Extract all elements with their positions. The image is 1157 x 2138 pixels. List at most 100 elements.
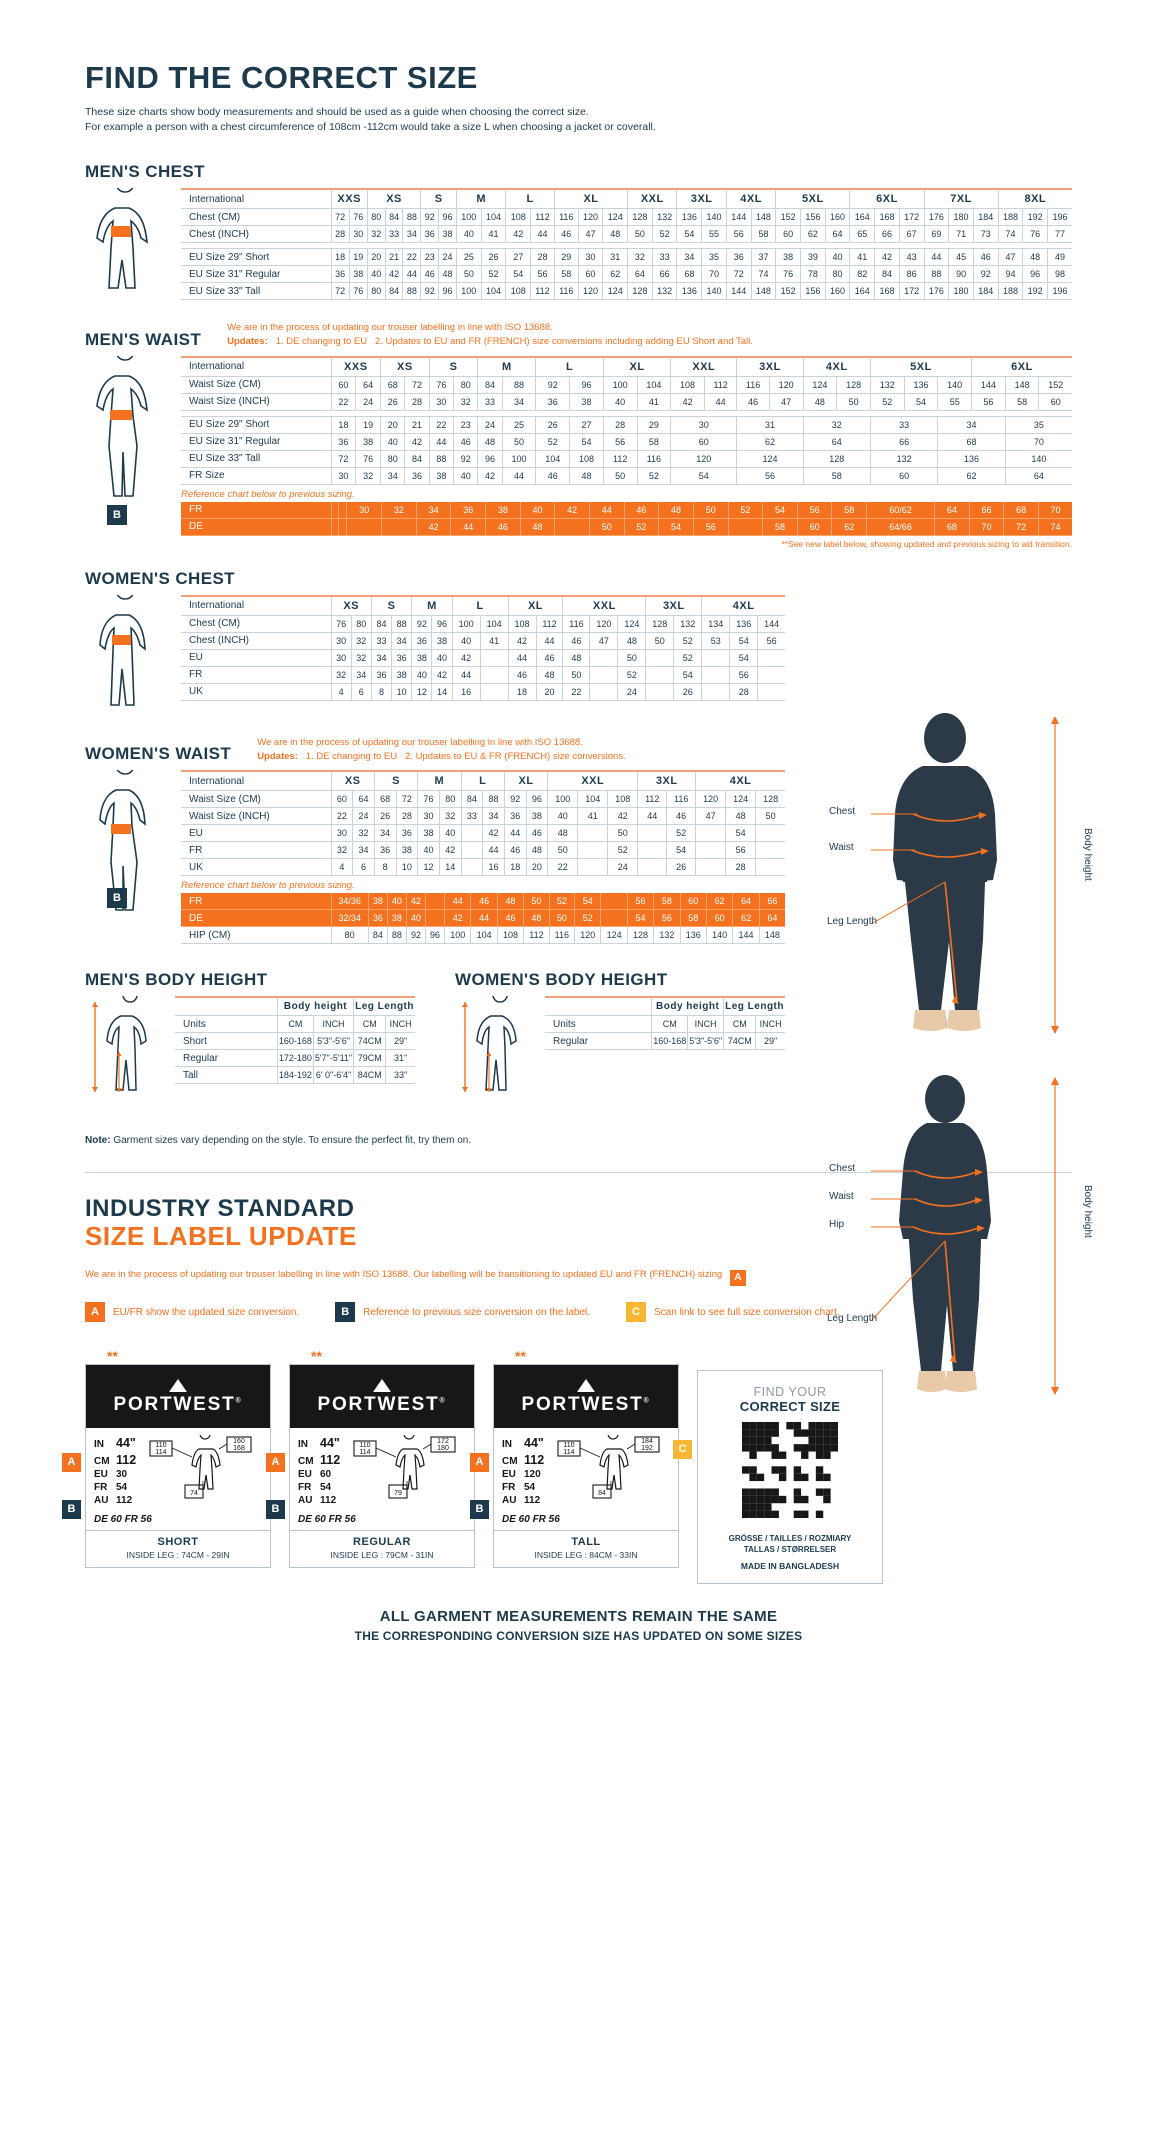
cell: 22	[562, 683, 591, 701]
cell: 43	[899, 248, 925, 267]
cell: 38	[417, 824, 440, 843]
card-footer: SHORT INSIDE LEG : 74CM - 29IN	[86, 1529, 270, 1567]
cell: 80	[367, 282, 386, 301]
cell: 78	[800, 265, 826, 284]
cell: 42	[452, 649, 481, 667]
cell: 86	[899, 265, 925, 284]
svg-text:172: 172	[437, 1438, 449, 1445]
grp-xs: XS	[367, 188, 422, 210]
cell: 47	[769, 393, 804, 411]
row-label: EU Size 33" Tall	[181, 450, 332, 468]
cell: 136	[676, 208, 703, 227]
legend-item-b: B Reference to previous size conversion …	[335, 1302, 590, 1323]
svg-text:114: 114	[359, 1449, 370, 1456]
table-row: EU Size 33" Tall 72 76 80 84 88 92 96 100 104 108 1…	[181, 450, 1072, 468]
cell: 54	[505, 265, 532, 284]
sub-inch-2: INCH	[385, 1015, 415, 1034]
brand-header: PORTWEST®	[290, 1365, 474, 1429]
cell: 47	[589, 632, 619, 650]
cell: 140	[1005, 450, 1072, 468]
cell: 20	[367, 248, 386, 267]
cell: 92	[973, 265, 999, 284]
cell: 30	[331, 649, 352, 667]
cell: 64	[934, 501, 970, 519]
size-label-update-title: SIZE LABEL UPDATE	[85, 1221, 357, 1252]
cell: 30	[331, 632, 352, 650]
cell: 46	[485, 518, 521, 536]
svg-text:74: 74	[190, 1490, 198, 1497]
cell	[695, 841, 727, 860]
cell	[757, 683, 785, 701]
qr-code-icon[interactable]	[742, 1422, 838, 1519]
cell: 88	[924, 265, 950, 284]
cell: 42	[439, 841, 462, 860]
cell: 108	[505, 282, 532, 301]
cell: 64	[732, 893, 760, 911]
row-label: Short	[175, 1032, 278, 1051]
previous-size-text: DE 60 FR 56	[298, 1513, 356, 1525]
cell: 44	[450, 518, 487, 536]
male-model-figure	[870, 713, 1059, 1034]
cell: 48	[536, 666, 564, 684]
cell: 124	[803, 376, 838, 394]
cell: 19	[349, 248, 368, 267]
cell: 29	[554, 248, 579, 267]
cell: 84	[404, 450, 430, 468]
grp-xl: XL	[554, 188, 629, 210]
cell: 58	[751, 225, 777, 244]
female-legs-icon	[99, 755, 146, 911]
cell	[755, 841, 785, 860]
cell: 64	[1005, 467, 1072, 485]
cell: 20	[380, 416, 406, 434]
col-leg-length: Leg Length	[353, 996, 415, 1017]
cell: 52	[666, 824, 697, 843]
cell: 16	[482, 858, 505, 877]
mens-chest-body2: EU Size 29" Short 18 19 20 21 22 23 24 25 26 27 28 2…	[181, 248, 1072, 301]
womens-waist-block: B International XS S M L XL XXL 3XL 4XL …	[85, 755, 785, 945]
cell	[695, 824, 727, 843]
card-body: IN 44" CM 112 EU 30 FR 54 AU 112 110 114 160 168 …	[86, 1428, 270, 1512]
cell: 38	[569, 393, 604, 411]
cell: 5'7"-5'11"	[313, 1049, 355, 1068]
cell: 64/66	[866, 518, 936, 536]
cell: 104	[470, 926, 498, 945]
table-header-row: Body height Leg Length	[545, 996, 785, 1017]
row-label: EU Size 33" Tall	[181, 282, 332, 301]
size-key: CM	[298, 1455, 314, 1467]
col-body-height: Body height	[651, 996, 725, 1017]
cell: 24	[617, 683, 647, 701]
cell: 100	[456, 282, 482, 301]
cell: 50	[456, 265, 482, 284]
cell: 29"	[385, 1032, 415, 1051]
cell: 132	[673, 615, 703, 633]
row-label: EU Size 31" Regular	[181, 433, 332, 451]
cell: 188	[998, 282, 1024, 301]
cell: 27	[505, 248, 532, 267]
cell: 62	[602, 265, 629, 284]
cell: 124	[602, 282, 629, 301]
size-value: 112	[524, 1495, 541, 1507]
cell: 44	[637, 807, 668, 826]
grp-s: S	[371, 594, 413, 616]
cell: 54	[627, 909, 655, 928]
cell: 40	[417, 841, 440, 860]
cell: 64	[627, 265, 653, 284]
womens-bh-body: Regular 160-168 5'3"-5'6" 74CM 29"	[545, 1032, 785, 1051]
womens-chest-title: WOMEN'S CHEST	[85, 568, 235, 588]
size-row: CM 112	[94, 1452, 136, 1469]
table-row: Tall 184-192 6' 0"-6'4" 84CM 33"	[175, 1066, 415, 1085]
cell: 160-168	[277, 1032, 314, 1051]
table-row: Short 160-168 5'3"-5'6" 74CM 29"	[175, 1032, 415, 1051]
mens-waist-body2: EU Size 29" Short 18 19 20 21 22 23 24 25 26 27 28 2…	[181, 416, 1072, 485]
svg-text:192: 192	[641, 1445, 653, 1452]
cell: 112	[523, 926, 550, 945]
svg-text:114: 114	[155, 1449, 166, 1456]
cell: 120	[769, 376, 804, 394]
cell: 84	[461, 790, 484, 809]
grp-3xl: 3XL	[676, 188, 727, 210]
cell: 84CM	[353, 1066, 387, 1085]
grp-s: S	[420, 188, 457, 210]
cell: 24	[352, 807, 375, 826]
cell: 6	[351, 683, 372, 701]
cell: 48	[526, 841, 549, 860]
